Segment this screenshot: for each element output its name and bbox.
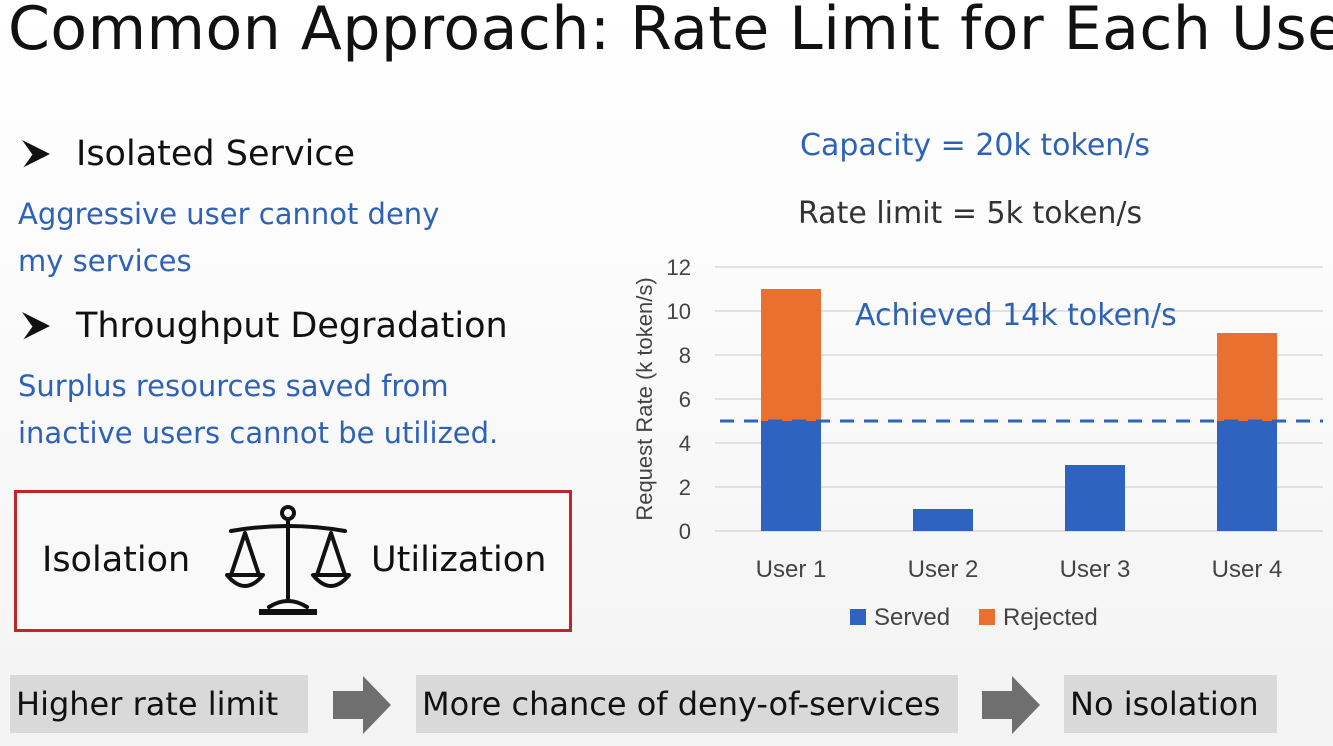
utilization-label: Utilization: [371, 540, 547, 580]
x-tick-label: User 1: [756, 556, 827, 583]
bar-rejected: [1217, 333, 1277, 421]
isolation-utilization-box: Isolation Utilization: [14, 490, 572, 632]
bar-served: [761, 421, 821, 531]
bar-served: [913, 509, 973, 531]
stacked-bar-chart: Request Rate (k token/s) Achieved 14k to…: [632, 255, 1323, 631]
flow-step-no-isolation: No isolation: [1064, 675, 1277, 733]
y-tick-label: 2: [679, 475, 691, 500]
bullet-line: Surplus resources saved from: [18, 369, 449, 403]
rate-limit-text: Rate limit = 5k token/s: [798, 196, 1143, 231]
bullet-heading: Isolated Service: [76, 134, 356, 174]
y-tick-label: 6: [679, 387, 691, 412]
y-tick-label: 4: [679, 431, 691, 456]
right-arrow-icon: [982, 676, 1040, 734]
isolation-label: Isolation: [42, 540, 191, 580]
bullet-arrow-icon: [21, 140, 50, 169]
x-tick-label: User 2: [908, 556, 979, 583]
bullet-line: inactive users cannot be utilized.: [18, 416, 499, 450]
bullet-line: my services: [18, 244, 192, 278]
legend-swatch-rejected: [979, 609, 995, 625]
legend-label-served: Served: [874, 604, 950, 631]
y-tick-label: 0: [679, 519, 691, 544]
flow-step-higher-rate-limit: Higher rate limit: [10, 675, 308, 733]
achieved-annotation: Achieved 14k token/s: [855, 298, 1177, 333]
chart-legend: Served Rejected: [850, 604, 1098, 631]
x-tick-label: User 3: [1060, 556, 1131, 583]
slide-title: Common Approach: Rate Limit for Each Use…: [8, 0, 1333, 64]
y-tick-label: 8: [679, 343, 691, 368]
legend-swatch-served: [850, 609, 866, 625]
capacity-text: Capacity = 20k token/s: [800, 128, 1151, 163]
balance-scale-icon: [225, 505, 351, 615]
y-tick-label: 10: [667, 299, 691, 324]
bullet-line: Aggressive user cannot deny: [18, 197, 440, 231]
bar-served: [1217, 421, 1277, 531]
right-arrow-icon: [333, 676, 391, 734]
bullet-throughput-degradation: Throughput Degradation: [20, 306, 508, 346]
bullet-isolated-service: Isolated Service: [20, 134, 355, 174]
bar-served: [1065, 465, 1125, 531]
legend-label-rejected: Rejected: [1003, 604, 1098, 631]
x-tick-label: User 4: [1212, 556, 1283, 583]
y-tick-label: 12: [667, 255, 691, 280]
flow-step-deny-of-services: More chance of deny-of-services: [416, 675, 958, 733]
bullet-description: Surplus resources saved from inactive us…: [18, 363, 498, 457]
y-axis-label: Request Rate (k token/s): [632, 277, 657, 520]
bullet-heading: Throughput Degradation: [76, 306, 508, 346]
bullet-arrow-icon: [21, 312, 50, 341]
bar-rejected: [761, 289, 821, 421]
bullet-description: Aggressive user cannot deny my services: [18, 191, 439, 285]
